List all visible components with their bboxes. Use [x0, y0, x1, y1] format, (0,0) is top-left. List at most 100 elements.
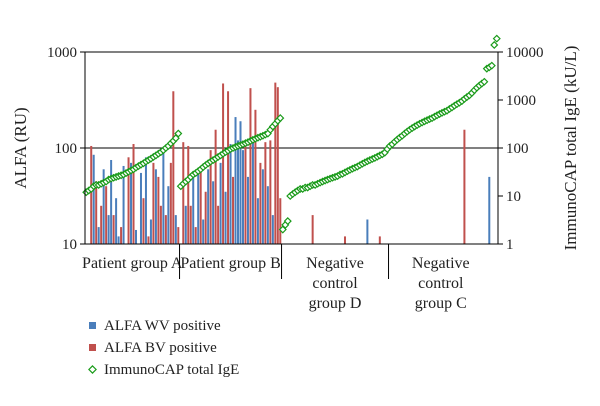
- bv-bar: [100, 205, 103, 244]
- bv-bar: [187, 145, 190, 244]
- right-tick-label: 10: [506, 189, 521, 205]
- left-tick-label: 10: [62, 237, 77, 253]
- wv-bar: [115, 198, 118, 244]
- wv-bar: [271, 215, 274, 244]
- wv-bar: [184, 205, 187, 244]
- wv-bar: [256, 198, 259, 244]
- bv-bar: [378, 236, 381, 244]
- wv-bar: [130, 162, 133, 244]
- wv-bar: [261, 169, 264, 244]
- bv-bar: [249, 88, 252, 245]
- bv-bar: [311, 215, 314, 244]
- wv-bar: [202, 219, 205, 244]
- wv-bar: [212, 181, 215, 244]
- bv-bar: [120, 227, 123, 244]
- wv-bar: [229, 144, 232, 244]
- wv-bar: [97, 227, 100, 244]
- bv-bar: [259, 162, 262, 244]
- bv-bar: [189, 205, 192, 244]
- bv-bar: [157, 176, 160, 244]
- legend: ALFA WV positive ALFA BV positive ImmunoCA…: [88, 318, 239, 378]
- bv-bar: [132, 144, 135, 244]
- bv-bar: [194, 227, 197, 244]
- wv-bar: [122, 165, 125, 244]
- ige-markers: [82, 34, 501, 234]
- ige-point: [283, 217, 292, 226]
- wv-bar: [167, 186, 170, 244]
- right-axis-title: ImmunoCAP total IgE (kU/L): [561, 46, 580, 251]
- group-label: group D: [309, 295, 362, 312]
- right-tick-label: 100: [506, 141, 529, 157]
- wv-bar: [144, 157, 147, 244]
- bv-bar: [264, 142, 267, 244]
- bv-bar: [269, 140, 272, 244]
- wv-bar: [366, 219, 369, 244]
- group-label: Negative: [306, 255, 364, 272]
- bv-bar: [152, 162, 155, 244]
- bv-bar: [463, 129, 466, 244]
- right-axis-ticks: 1 10 100 1000 10000: [498, 45, 544, 253]
- bv-bar: [159, 205, 162, 244]
- wv-bar: [241, 150, 244, 244]
- bv-bar: [232, 176, 235, 244]
- wv-bar: [234, 117, 237, 244]
- bv-bar: [244, 140, 247, 244]
- ige-point: [487, 61, 496, 70]
- bv-bar: [254, 109, 257, 244]
- wv-bar: [219, 162, 222, 244]
- bv-bar: [279, 198, 282, 244]
- gridlines: [85, 51, 498, 149]
- bv-bar: [276, 87, 279, 244]
- wv-bar: [174, 215, 177, 244]
- legend-swatch: [89, 322, 96, 329]
- ige-point: [480, 77, 489, 86]
- right-tick-label: 1000: [506, 93, 536, 109]
- bv-bar: [177, 227, 180, 244]
- wv-bar: [192, 176, 195, 244]
- ige-point: [490, 40, 499, 50]
- wv-bar: [197, 172, 200, 244]
- bv-bar: [164, 215, 167, 244]
- bars: [90, 82, 491, 245]
- bv-bar: [343, 236, 346, 244]
- wv-bar: [266, 186, 269, 244]
- legend-swatch: [88, 365, 97, 374]
- left-tick-label: 100: [55, 141, 78, 157]
- wv-bar: [110, 159, 113, 244]
- right-tick-label: 1: [506, 237, 514, 253]
- bv-bar: [214, 129, 217, 244]
- group-label: control: [312, 275, 358, 292]
- wv-bar: [154, 169, 157, 244]
- right-tick-label: 10000: [506, 45, 544, 61]
- legend-label: ALFA BV positive: [104, 340, 217, 356]
- legend-label: ImmunoCAP total IgE: [104, 362, 239, 378]
- group-label: Negative: [412, 255, 470, 272]
- wv-bar: [246, 176, 249, 244]
- wv-bar: [239, 121, 242, 244]
- bv-bar: [274, 82, 277, 245]
- bv-bar: [127, 157, 130, 244]
- bv-bar: [209, 150, 212, 244]
- wv-bar: [237, 140, 240, 244]
- bv-bar: [172, 91, 175, 244]
- bv-bar: [204, 191, 207, 244]
- bv-bar: [169, 162, 172, 244]
- group-label: Patient group B: [180, 255, 280, 272]
- bv-bar: [105, 186, 108, 244]
- bv-bar: [227, 91, 230, 244]
- bv-bar: [222, 83, 225, 244]
- bv-bar: [95, 181, 98, 244]
- bv-bar: [142, 198, 145, 244]
- wv-bar: [135, 229, 138, 244]
- bv-bar: [90, 145, 93, 244]
- wv-bar: [92, 154, 95, 244]
- bv-bar: [182, 142, 185, 244]
- wv-bar: [102, 169, 105, 244]
- bv-bar: [199, 165, 202, 244]
- left-tick-label: 1000: [47, 45, 77, 61]
- bv-bar: [217, 205, 220, 244]
- wv-bar: [251, 142, 254, 244]
- bv-bar: [112, 215, 115, 244]
